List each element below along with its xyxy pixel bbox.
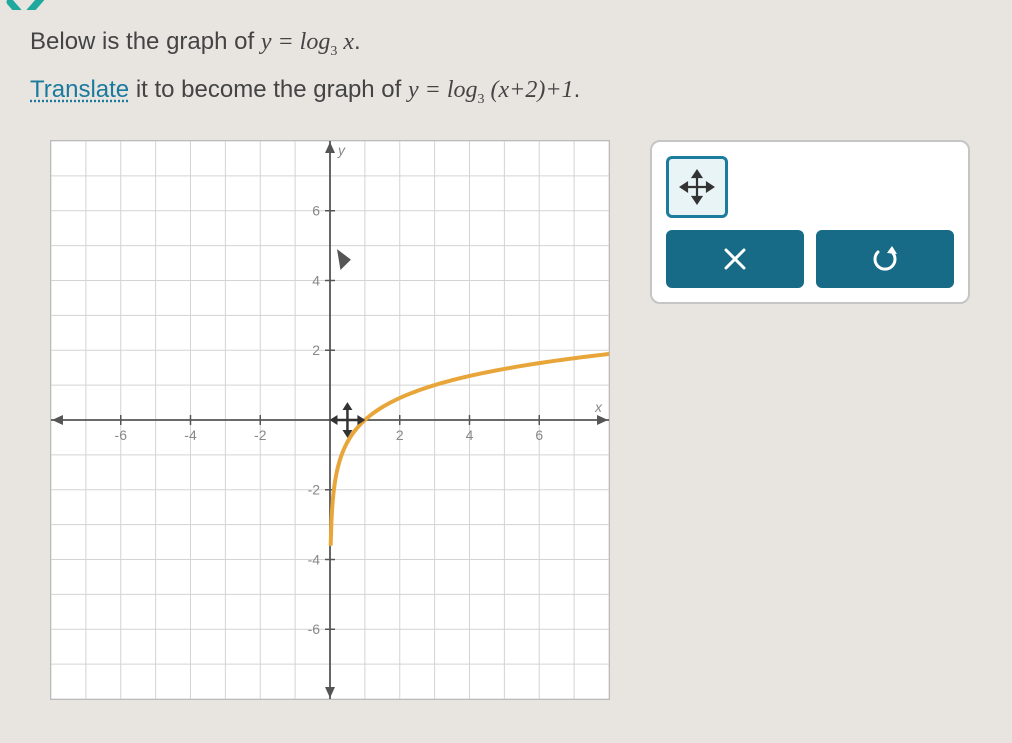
svg-text:4: 4	[312, 272, 320, 288]
reset-button[interactable]	[816, 230, 954, 288]
translate-link[interactable]: Translate	[30, 76, 129, 103]
svg-text:-4: -4	[308, 551, 321, 567]
clear-button[interactable]	[666, 230, 804, 288]
text-prefix-1: Below is the graph of	[30, 28, 261, 55]
svg-text:x: x	[594, 399, 603, 415]
svg-text:-6: -6	[308, 621, 321, 637]
graph-canvas[interactable]: x y -6 -4 -2 2 4 6 -6 -4 -2 2 4 6	[50, 140, 610, 700]
svg-text:2: 2	[312, 342, 320, 358]
svg-text:-2: -2	[254, 427, 267, 443]
svg-text:6: 6	[312, 203, 320, 219]
svg-text:-6: -6	[115, 427, 128, 443]
move-icon	[679, 169, 715, 205]
move-tool-button[interactable]	[666, 156, 728, 218]
problem-statement: Below is the graph of y = log3 x. Transl…	[30, 20, 580, 112]
toolbox-panel	[650, 140, 970, 304]
graph-svg: x y -6 -4 -2 2 4 6 -6 -4 -2 2 4 6	[51, 141, 609, 699]
svg-text:6: 6	[535, 427, 543, 443]
header-checkmark	[6, 0, 56, 10]
curve-move-handle[interactable]	[330, 402, 366, 438]
svg-text:y: y	[337, 142, 346, 158]
svg-text:-2: -2	[308, 482, 321, 498]
svg-text:4: 4	[466, 427, 474, 443]
svg-text:-4: -4	[184, 427, 197, 443]
close-icon	[722, 246, 748, 272]
svg-text:2: 2	[396, 427, 404, 443]
undo-icon	[870, 244, 900, 274]
